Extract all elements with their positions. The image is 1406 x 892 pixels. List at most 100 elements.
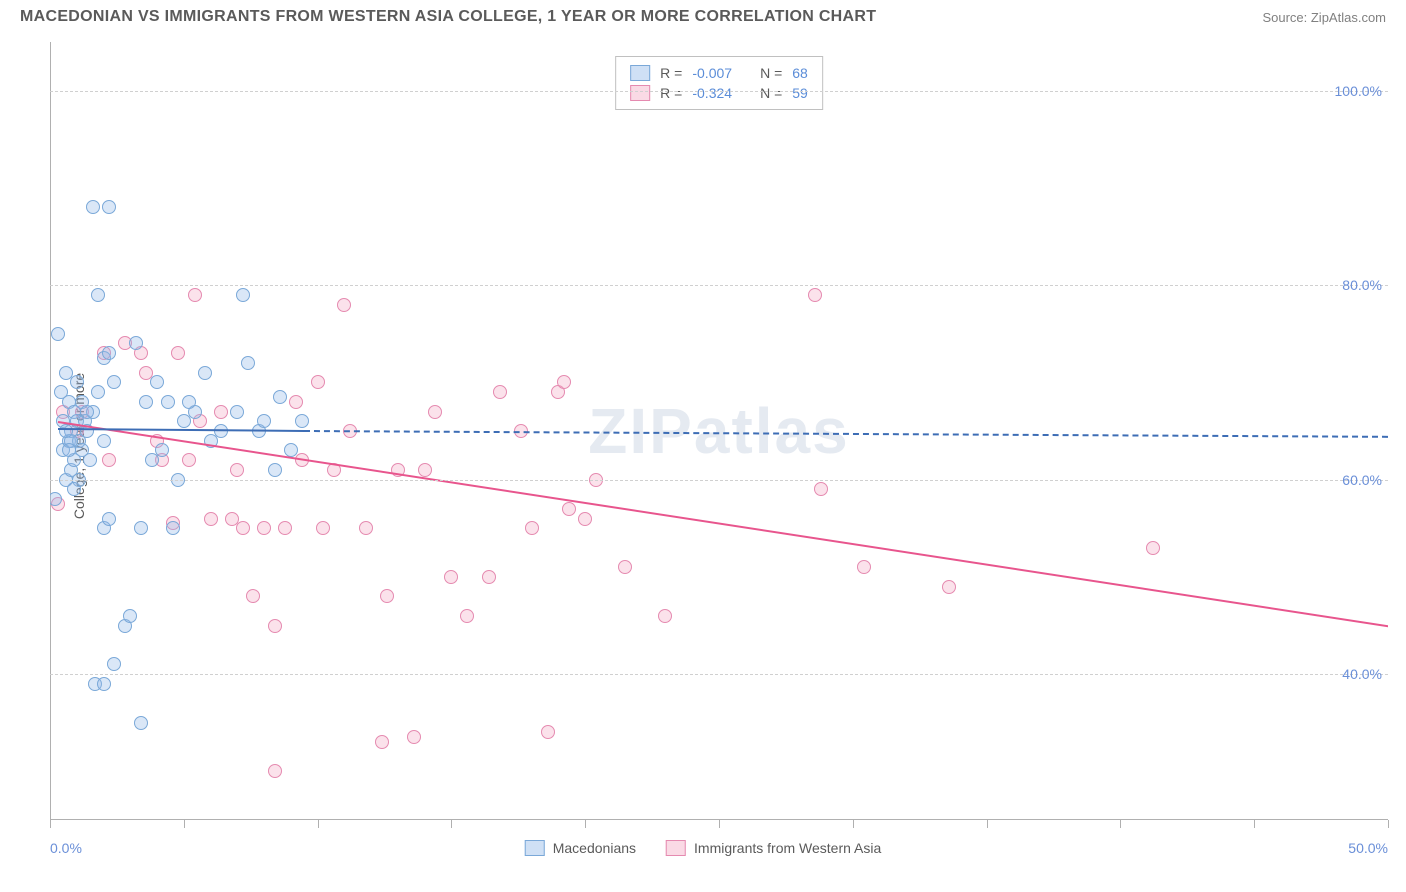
chart-title: MACEDONIAN VS IMMIGRANTS FROM WESTERN AS… xyxy=(20,8,876,26)
scatter-point-blue xyxy=(62,443,76,457)
scatter-point-pink xyxy=(268,619,282,633)
scatter-point-pink xyxy=(460,609,474,623)
x-tick xyxy=(1120,820,1121,828)
y-tick-label: 80.0% xyxy=(1342,277,1382,293)
scatter-point-pink xyxy=(316,521,330,535)
scatter-point-blue xyxy=(230,405,244,419)
stats-row-pink: R = -0.324 N = 59 xyxy=(630,83,808,103)
r-label: R = xyxy=(660,65,682,81)
y-tick-label: 40.0% xyxy=(1342,666,1382,682)
legend-item-pink: Immigrants from Western Asia xyxy=(666,840,881,856)
n-value: 68 xyxy=(792,65,808,81)
scatter-point-pink xyxy=(204,512,218,526)
scatter-point-blue xyxy=(102,346,116,360)
scatter-point-blue xyxy=(59,424,73,438)
scatter-point-blue xyxy=(134,716,148,730)
scatter-point-blue xyxy=(268,463,282,477)
scatter-point-pink xyxy=(257,521,271,535)
scatter-point-blue xyxy=(129,336,143,350)
scatter-point-pink xyxy=(541,725,555,739)
x-tick xyxy=(719,820,720,828)
r-value: -0.007 xyxy=(692,65,732,81)
scatter-point-pink xyxy=(214,405,228,419)
swatch-pink-icon xyxy=(666,840,686,856)
scatter-point-blue xyxy=(107,657,121,671)
scatter-point-pink xyxy=(525,521,539,535)
scatter-point-blue xyxy=(198,366,212,380)
scatter-point-pink xyxy=(493,385,507,399)
n-value: 59 xyxy=(792,85,808,101)
scatter-point-blue xyxy=(67,482,81,496)
scatter-point-pink xyxy=(418,463,432,477)
swatch-pink-icon xyxy=(630,85,650,101)
scatter-point-pink xyxy=(278,521,292,535)
scatter-point-blue xyxy=(83,453,97,467)
x-tick xyxy=(1388,820,1389,828)
scatter-point-pink xyxy=(482,570,496,584)
scatter-point-blue xyxy=(241,356,255,370)
scatter-point-pink xyxy=(444,570,458,584)
scatter-point-pink xyxy=(557,375,571,389)
scatter-point-blue xyxy=(70,375,84,389)
scatter-point-pink xyxy=(182,453,196,467)
scatter-point-pink xyxy=(188,288,202,302)
x-tick xyxy=(1254,820,1255,828)
scatter-point-blue xyxy=(166,521,180,535)
scatter-point-blue xyxy=(51,327,65,341)
source-attribution: Source: ZipAtlas.com xyxy=(1262,10,1386,25)
scatter-point-blue xyxy=(295,414,309,428)
x-tick xyxy=(50,820,51,828)
scatter-point-blue xyxy=(236,288,250,302)
scatter-point-blue xyxy=(107,375,121,389)
scatter-point-pink xyxy=(428,405,442,419)
legend-item-blue: Macedonians xyxy=(525,840,636,856)
scatter-point-blue xyxy=(161,395,175,409)
x-tick xyxy=(451,820,452,828)
scatter-point-pink xyxy=(230,463,244,477)
x-tick-label: 50.0% xyxy=(1348,840,1388,856)
scatter-point-pink xyxy=(268,764,282,778)
series-legend: Macedonians Immigrants from Western Asia xyxy=(525,840,882,856)
gridline xyxy=(50,91,1388,92)
scatter-point-pink xyxy=(808,288,822,302)
scatter-point-pink xyxy=(311,375,325,389)
scatter-point-pink xyxy=(289,395,303,409)
scatter-point-pink xyxy=(658,609,672,623)
scatter-point-pink xyxy=(246,589,260,603)
swatch-blue-icon xyxy=(630,65,650,81)
gridline xyxy=(50,674,1388,675)
scatter-point-pink xyxy=(1146,541,1160,555)
scatter-point-blue xyxy=(91,288,105,302)
scatter-point-blue xyxy=(86,200,100,214)
legend-label: Macedonians xyxy=(553,840,636,856)
scatter-point-pink xyxy=(236,521,250,535)
scatter-point-blue xyxy=(102,512,116,526)
scatter-point-pink xyxy=(359,521,373,535)
scatter-point-pink xyxy=(618,560,632,574)
scatter-point-pink xyxy=(337,298,351,312)
trend-line-blue-dashed xyxy=(304,430,1388,438)
swatch-blue-icon xyxy=(525,840,545,856)
scatter-point-pink xyxy=(562,502,576,516)
scatter-point-pink xyxy=(380,589,394,603)
x-tick xyxy=(318,820,319,828)
x-tick-label: 0.0% xyxy=(50,840,82,856)
stats-row-blue: R = -0.007 N = 68 xyxy=(630,63,808,83)
scatter-point-blue xyxy=(139,395,153,409)
chart-container: College, 1 year or more ZIPatlas R = -0.… xyxy=(0,30,1406,862)
y-tick-label: 60.0% xyxy=(1342,472,1382,488)
scatter-point-pink xyxy=(171,346,185,360)
scatter-point-blue xyxy=(257,414,271,428)
scatter-point-blue xyxy=(97,677,111,691)
trend-line-blue-solid xyxy=(58,428,304,432)
scatter-point-blue xyxy=(102,200,116,214)
gridline xyxy=(50,285,1388,286)
legend-label: Immigrants from Western Asia xyxy=(694,840,881,856)
scatter-point-pink xyxy=(407,730,421,744)
scatter-point-blue xyxy=(182,395,196,409)
plot-area: ZIPatlas R = -0.007 N = 68 R = -0.324 N … xyxy=(50,42,1388,820)
scatter-point-blue xyxy=(123,609,137,623)
gridline xyxy=(50,480,1388,481)
scatter-point-pink xyxy=(942,580,956,594)
r-label: R = xyxy=(660,85,682,101)
